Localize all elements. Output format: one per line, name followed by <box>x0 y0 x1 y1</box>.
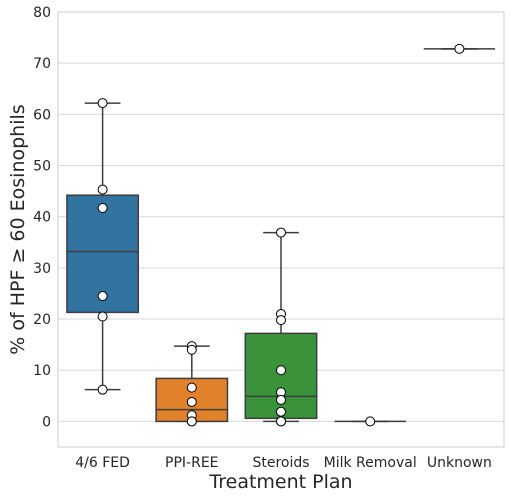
y-tick-label: 30 <box>33 261 51 277</box>
data-point <box>276 227 286 238</box>
data-point <box>97 98 108 109</box>
data-point <box>97 311 108 322</box>
data-point <box>276 315 286 326</box>
y-tick-labels: 0 10 20 30 40 50 60 70 80 <box>33 5 51 430</box>
x-tick-label: Unknown <box>427 455 492 471</box>
data-point <box>454 43 465 54</box>
data-point <box>97 384 108 395</box>
y-tick-label: 10 <box>33 363 51 379</box>
y-tick-label: 40 <box>33 210 51 226</box>
data-point <box>186 416 197 427</box>
x-tick-label: Steroids <box>252 455 309 471</box>
y-tick-label: 80 <box>33 5 51 21</box>
box-group <box>334 416 406 427</box>
x-tick-labels: 4/6 FED PPI-REE Steroids Milk Removal Unknow… <box>75 455 492 471</box>
data-point <box>365 416 376 427</box>
data-point <box>97 291 108 302</box>
data-point <box>276 394 286 405</box>
plot-frame <box>57 11 505 448</box>
x-tick-label: 4/6 FED <box>75 455 130 471</box>
data-point <box>186 396 197 407</box>
box-iqr <box>244 332 318 420</box>
data-point <box>276 416 286 427</box>
boxes <box>66 43 496 427</box>
y-tick-label: 70 <box>33 56 51 72</box>
box-group <box>66 98 140 395</box>
box-group <box>244 227 318 427</box>
data-point <box>276 406 286 417</box>
box-group <box>423 43 496 54</box>
y-axis-label: % of HPF ≥ 60 Eosinophils <box>7 104 29 354</box>
y-tick-label: 20 <box>33 312 51 328</box>
box-group <box>155 341 229 427</box>
data-point <box>97 203 108 214</box>
x-tick-label: Milk Removal <box>324 455 417 471</box>
y-tick-label: 0 <box>42 414 51 430</box>
data-point <box>276 365 286 376</box>
x-tick-label: PPI-REE <box>165 455 218 471</box>
x-axis-label: Treatment Plan <box>208 471 352 493</box>
data-point <box>97 184 108 195</box>
data-point <box>186 344 197 355</box>
data-point <box>186 382 197 393</box>
y-tick-label: 60 <box>33 107 51 123</box>
y-tick-label: 50 <box>33 159 51 175</box>
